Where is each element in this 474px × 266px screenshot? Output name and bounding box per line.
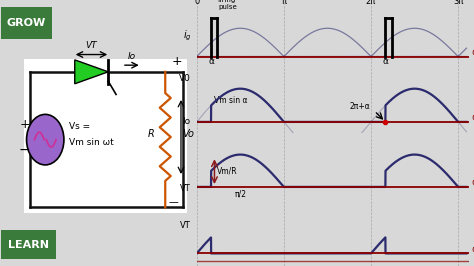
Text: VT: VT bbox=[180, 221, 191, 230]
Text: V0: V0 bbox=[179, 74, 191, 83]
Text: π/2: π/2 bbox=[234, 190, 246, 199]
Text: $i_{g}$: $i_{g}$ bbox=[183, 29, 191, 43]
Text: Io: Io bbox=[182, 117, 191, 126]
Text: firing
pulse: firing pulse bbox=[218, 0, 237, 10]
FancyBboxPatch shape bbox=[1, 7, 52, 39]
Circle shape bbox=[27, 114, 64, 165]
Text: GROW: GROW bbox=[7, 18, 46, 28]
Text: α: α bbox=[208, 57, 214, 66]
Text: 0: 0 bbox=[194, 0, 200, 6]
Text: Vo: Vo bbox=[182, 129, 194, 139]
Text: Vm sin ωt: Vm sin ωt bbox=[69, 138, 114, 147]
Text: π: π bbox=[282, 0, 286, 6]
Text: +: + bbox=[19, 118, 30, 131]
Text: R: R bbox=[148, 129, 155, 139]
Text: LEARN: LEARN bbox=[8, 240, 49, 250]
Text: Io: Io bbox=[128, 52, 136, 61]
FancyBboxPatch shape bbox=[1, 230, 56, 259]
Polygon shape bbox=[75, 60, 108, 84]
Text: +: + bbox=[172, 55, 182, 68]
Text: Vm/R: Vm/R bbox=[217, 166, 238, 175]
Text: ωt: ωt bbox=[472, 178, 474, 187]
Text: 3π: 3π bbox=[453, 0, 464, 6]
Text: VT: VT bbox=[86, 41, 97, 50]
Text: −: − bbox=[19, 143, 30, 157]
Text: Vs =: Vs = bbox=[69, 122, 90, 131]
Text: 2π: 2π bbox=[366, 0, 376, 6]
Text: α: α bbox=[383, 57, 388, 66]
Text: VT: VT bbox=[180, 184, 191, 193]
Text: ωt: ωt bbox=[472, 113, 474, 122]
Text: Vm sin α: Vm sin α bbox=[214, 96, 247, 105]
Text: 2π+α: 2π+α bbox=[349, 102, 370, 111]
Text: ωt: ωt bbox=[472, 245, 474, 253]
Text: —: — bbox=[168, 197, 178, 207]
Text: ωt: ωt bbox=[472, 48, 474, 57]
FancyBboxPatch shape bbox=[24, 59, 187, 213]
